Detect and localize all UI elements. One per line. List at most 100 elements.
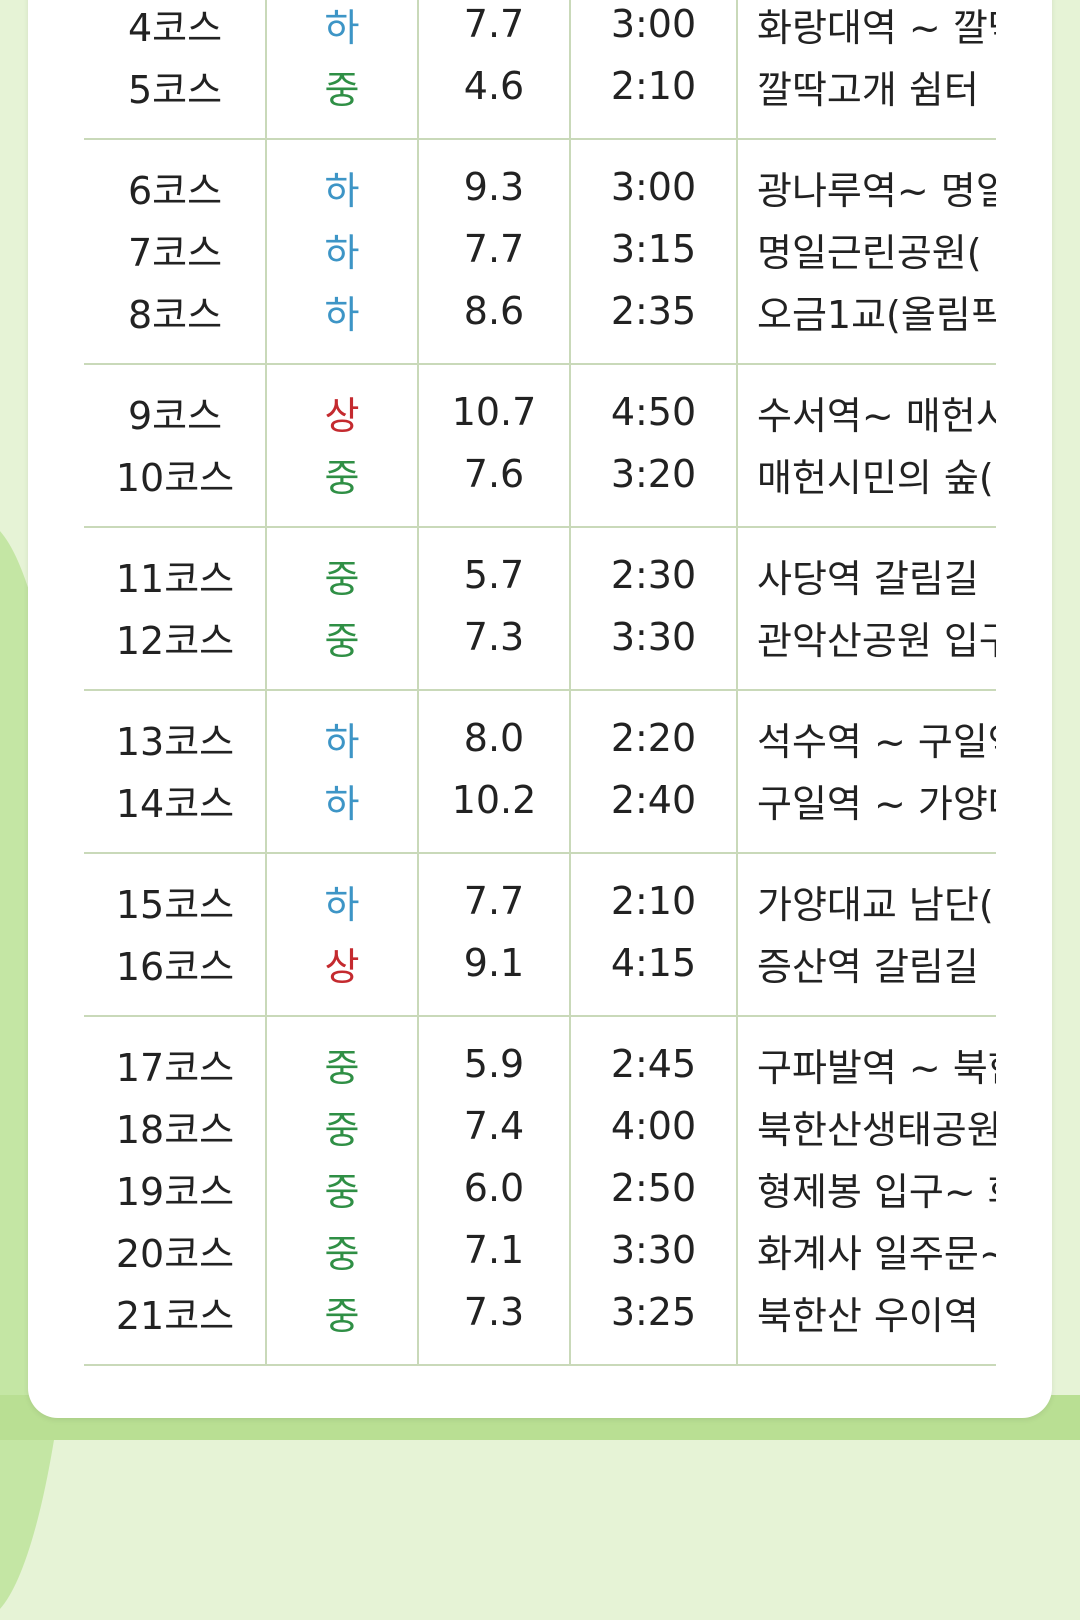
route-cell: 오금1교(올림픽: [757, 292, 996, 337]
route-cell: 관악산공원 입구: [757, 618, 996, 663]
time-cell: 2:35: [610, 289, 697, 333]
course-group: 4코스 하 7.7 3:00 화랑대역 ~ 깔딱 5코스 중 4.6 2:10 깔딱고개 쉼터: [84, 0, 996, 140]
distance-cell: 7.4: [463, 1104, 525, 1148]
distance-cell: 4.6: [463, 64, 525, 108]
table-row: 5코스 중 4.6 2:10 깔딱고개 쉼터: [84, 55, 996, 117]
table-row: 7코스 하 7.7 3:15 명일근린공원(: [84, 218, 996, 280]
route-cell: 화계사 일주문~: [757, 1231, 996, 1276]
table-row: 20코스 중 7.1 3:30 화계사 일주문~: [84, 1219, 996, 1281]
column-divider: [417, 691, 419, 852]
column-divider: [569, 528, 571, 689]
card: [28, 0, 1052, 1418]
route-cell: 형제봉 입구~ 화: [757, 1169, 996, 1214]
column-divider: [569, 140, 571, 363]
level-cell: 중: [324, 1293, 360, 1338]
level-cell: 상: [324, 944, 360, 989]
column-divider: [417, 528, 419, 689]
route-cell: 북한산생태공원: [757, 1107, 996, 1152]
distance-cell: 8.6: [463, 289, 525, 333]
level-cell: 상: [324, 393, 360, 438]
column-divider: [736, 691, 738, 852]
distance-cell: 7.1: [463, 1228, 525, 1272]
course-cell: 10코스: [115, 455, 235, 500]
level-cell: 중: [324, 1107, 360, 1152]
time-cell: 4:50: [610, 390, 697, 434]
course-cell: 17코스: [115, 1045, 235, 1090]
level-cell: 중: [324, 67, 360, 112]
distance-cell: 5.9: [463, 1042, 525, 1086]
course-cell: 16코스: [115, 944, 235, 989]
level-cell: 하: [324, 292, 360, 337]
level-cell: 하: [324, 781, 360, 826]
course-cell: 19코스: [115, 1169, 235, 1214]
column-divider: [265, 854, 267, 1015]
column-divider: [569, 365, 571, 526]
column-divider: [417, 0, 419, 138]
time-cell: 3:25: [610, 1290, 697, 1334]
course-cell: 20코스: [115, 1231, 235, 1276]
time-cell: 2:10: [610, 64, 697, 108]
time-cell: 3:30: [610, 615, 697, 659]
route-cell: 화랑대역 ~ 깔딱: [757, 5, 996, 50]
route-cell: 깔딱고개 쉼터: [757, 67, 979, 112]
distance-cell: 7.7: [463, 879, 525, 923]
course-cell: 21코스: [115, 1293, 235, 1338]
distance-cell: 7.7: [463, 227, 525, 271]
time-cell: 2:45: [610, 1042, 697, 1086]
table-row: 13코스 하 8.0 2:20 석수역 ~ 구일역: [84, 707, 996, 769]
distance-cell: 7.3: [463, 615, 525, 659]
table-row: 17코스 중 5.9 2:45 구파발역 ~ 북한: [84, 1033, 996, 1095]
distance-cell: 5.7: [463, 553, 525, 597]
time-cell: 4:15: [610, 941, 697, 985]
time-cell: 3:15: [610, 227, 697, 271]
route-cell: 가양대교 남단(: [757, 882, 994, 927]
column-divider: [265, 0, 267, 138]
distance-cell: 10.7: [451, 390, 537, 434]
route-cell: 석수역 ~ 구일역: [757, 719, 996, 764]
level-cell: 하: [324, 882, 360, 927]
column-divider: [736, 528, 738, 689]
table-row: 9코스 상 10.7 4:50 수서역~ 매헌시: [84, 381, 996, 443]
time-cell: 4:00: [610, 1104, 697, 1148]
table-row: 21코스 중 7.3 3:25 북한산 우이역: [84, 1281, 996, 1343]
level-cell: 중: [324, 556, 360, 601]
course-cell: 18코스: [115, 1107, 235, 1152]
distance-cell: 9.1: [463, 941, 525, 985]
column-divider: [736, 854, 738, 1015]
time-cell: 2:20: [610, 716, 697, 760]
column-divider: [569, 1017, 571, 1364]
level-cell: 중: [324, 1045, 360, 1090]
time-cell: 3:00: [610, 2, 697, 46]
column-divider: [265, 140, 267, 363]
column-divider: [265, 691, 267, 852]
table-row: 16코스 상 9.1 4:15 증산역 갈림길: [84, 932, 996, 994]
time-cell: 3:00: [610, 165, 697, 209]
table-row: 4코스 하 7.7 3:00 화랑대역 ~ 깔딱: [84, 0, 996, 55]
column-divider: [569, 854, 571, 1015]
distance-cell: 8.0: [463, 716, 525, 760]
table-row: 11코스 중 5.7 2:30 사당역 갈림길: [84, 544, 996, 606]
column-divider: [569, 691, 571, 852]
course-cell: 6코스: [127, 168, 223, 213]
course-group: 9코스 상 10.7 4:50 수서역~ 매헌시 10코스 중 7.6 3:20 매헌시민의 숲(: [84, 365, 996, 528]
column-divider: [736, 1017, 738, 1364]
level-cell: 중: [324, 618, 360, 663]
column-divider: [417, 1017, 419, 1364]
course-cell: 7코스: [127, 230, 223, 275]
time-cell: 2:30: [610, 553, 697, 597]
distance-cell: 6.0: [463, 1166, 525, 1210]
table-row: 6코스 하 9.3 3:00 광나루역~ 명일: [84, 156, 996, 218]
column-divider: [569, 0, 571, 138]
level-cell: 중: [324, 455, 360, 500]
table-row: 8코스 하 8.6 2:35 오금1교(올림픽: [84, 280, 996, 342]
course-cell: 15코스: [115, 882, 235, 927]
table-row: 18코스 중 7.4 4:00 북한산생태공원: [84, 1095, 996, 1157]
distance-cell: 7.3: [463, 1290, 525, 1334]
column-divider: [265, 1017, 267, 1364]
column-divider: [417, 854, 419, 1015]
route-cell: 구일역 ~ 가양대: [757, 781, 996, 826]
column-divider: [736, 365, 738, 526]
